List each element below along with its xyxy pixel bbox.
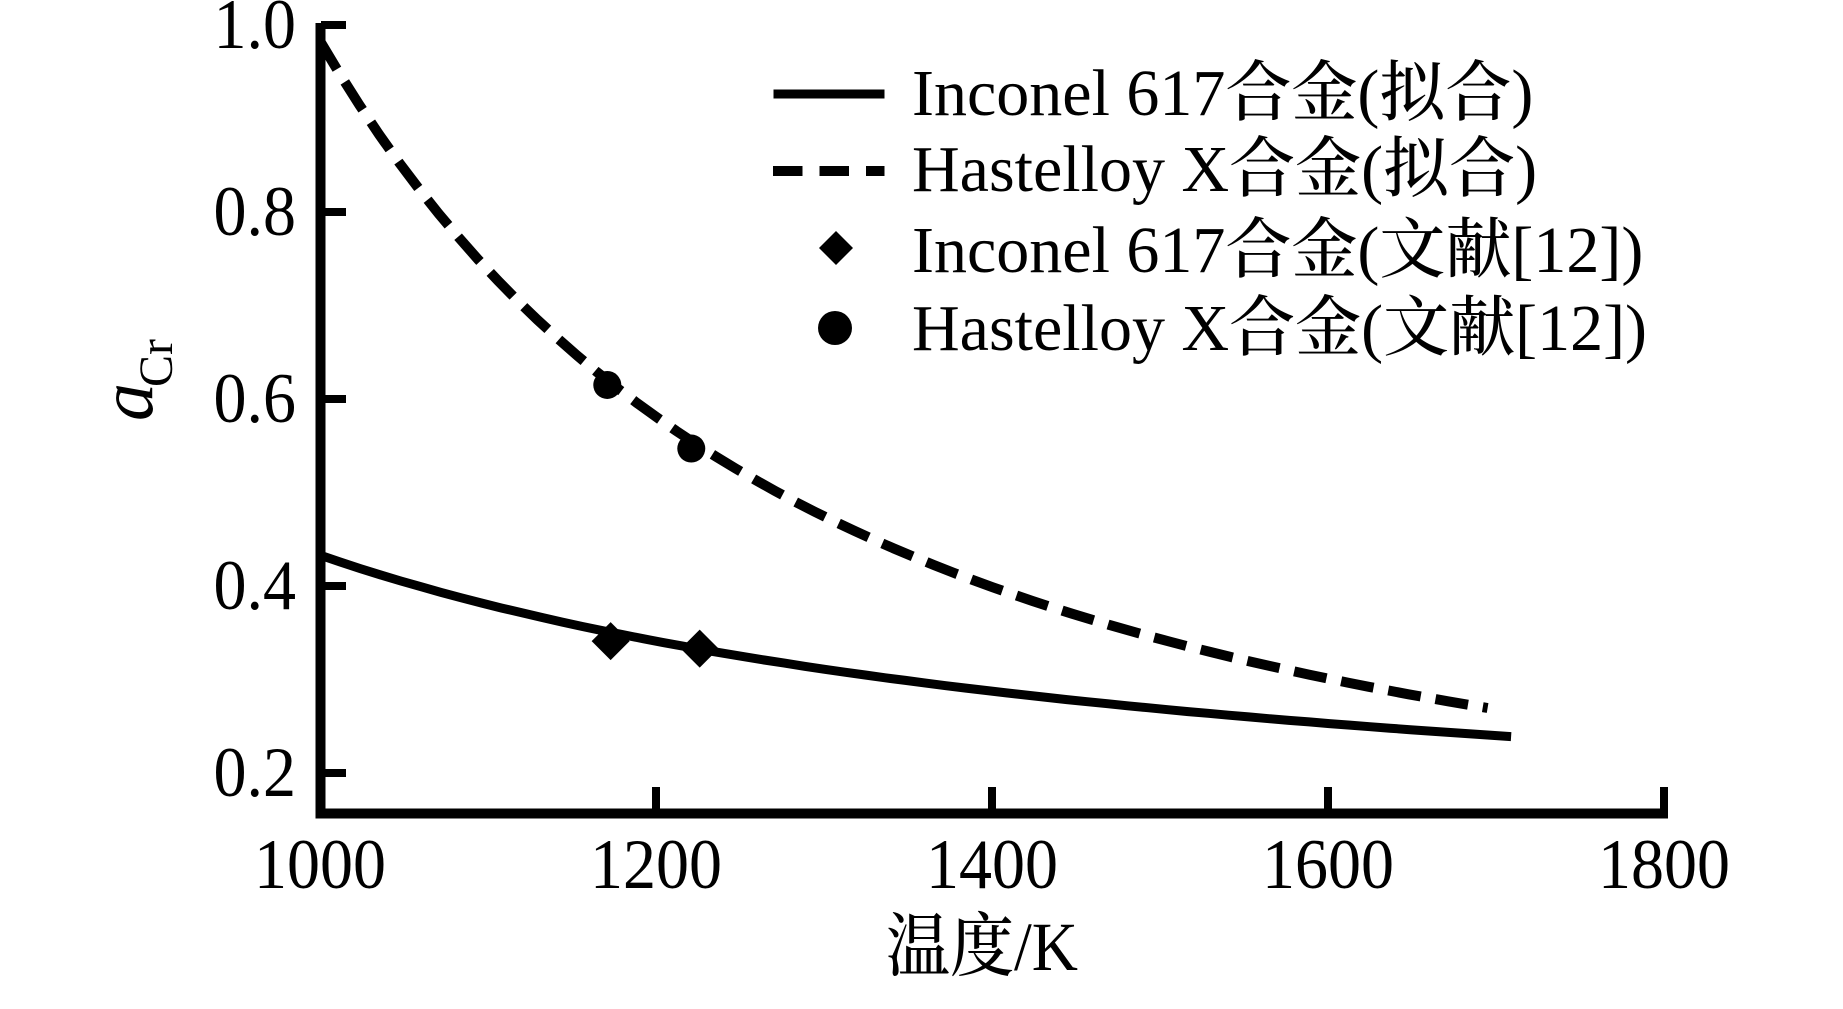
diamond-data-marker xyxy=(591,622,630,661)
y-tick-label-3: 0.8 xyxy=(214,172,296,251)
diamond-data-marker xyxy=(680,629,719,668)
y-tick-label-1: 0.4 xyxy=(214,546,296,625)
legend-label-3: Hastelloy X合金(文献[12]) xyxy=(912,292,1647,365)
x-tick-marks xyxy=(652,787,1668,813)
series-inconel-ref-markers xyxy=(591,622,719,668)
circle-data-marker xyxy=(593,370,622,399)
series-inconel-fit-line xyxy=(318,550,1512,742)
x-tick-labels: 1000 1200 1400 1600 1800 xyxy=(254,825,1730,904)
x-tick-label-3: 1600 xyxy=(1262,825,1394,904)
legend-label-1: Hastelloy X合金(拟合) xyxy=(912,133,1537,206)
y-tick-label-0: 0.2 xyxy=(214,733,296,812)
legend-diamond-marker xyxy=(819,231,853,265)
x-axis-title: 温度/K xyxy=(886,910,1078,986)
legend-label-2: Inconel 617合金(文献[12]) xyxy=(912,214,1643,287)
x-tick-label-0: 1000 xyxy=(254,825,386,904)
y-tick-labels: 0.2 0.4 0.6 0.8 1.0 xyxy=(214,0,296,812)
x-tick-label-1: 1200 xyxy=(590,825,722,904)
y-tick-marks xyxy=(321,21,346,777)
y-axis-title-subscript: Cr xyxy=(130,339,183,387)
legend: Inconel 617合金(拟合) Hastelloy X合金(拟合) Inco… xyxy=(773,57,1647,365)
circle-data-marker xyxy=(677,434,706,463)
legend-circle-marker xyxy=(818,311,852,345)
y-tick-label-4: 1.0 xyxy=(214,0,296,64)
series-hastelloy-fit-line xyxy=(315,38,1489,713)
legend-label-0: Inconel 617合金(拟合) xyxy=(912,57,1533,130)
y-tick-label-2: 0.6 xyxy=(214,359,296,438)
y-axis-title-symbol: a xyxy=(85,383,169,421)
x-tick-label-2: 1400 xyxy=(926,825,1058,904)
x-tick-label-4: 1800 xyxy=(1598,825,1730,904)
plot-area xyxy=(315,21,1668,819)
y-axis-title: a Cr xyxy=(85,339,183,421)
series-hastelloy-ref-markers xyxy=(593,370,706,463)
axis-spines xyxy=(315,23,1668,819)
